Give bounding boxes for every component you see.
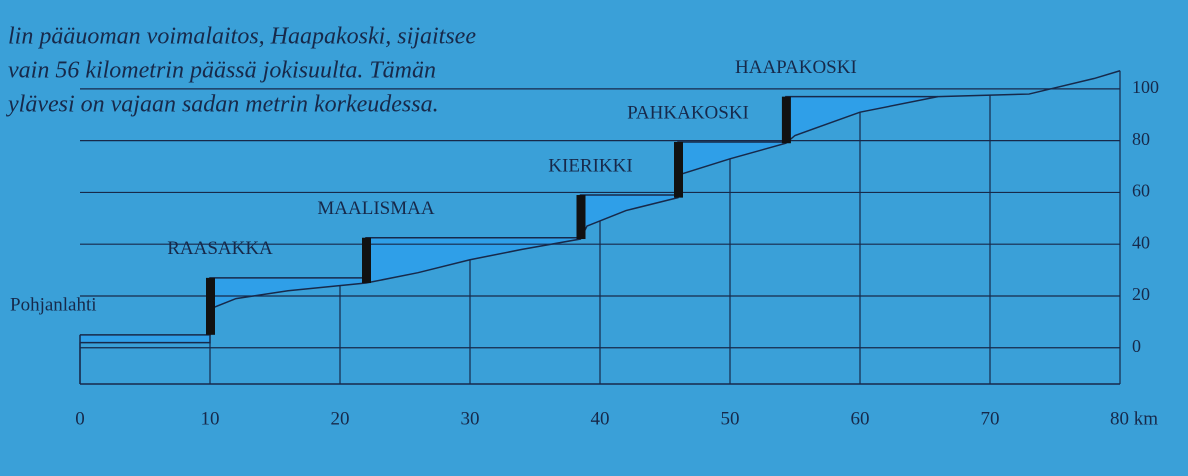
- caption-line: lin pääuoman voimalaitos, Haapakoski, si…: [8, 24, 476, 50]
- y-tick-label: 40: [1132, 232, 1150, 252]
- x-tick-label: 70: [981, 408, 1000, 429]
- x-tick-label: 20: [331, 408, 350, 429]
- x-tick-label: 80 km: [1110, 408, 1158, 429]
- x-tick-label: 40: [591, 408, 610, 429]
- dam: [362, 237, 371, 284]
- dam-label: MAALISMAA: [317, 198, 434, 219]
- riverbed-line: [80, 70, 1121, 344]
- y-tick-label: 0: [1132, 336, 1141, 356]
- dam: [781, 96, 791, 144]
- sea-label: Pohjanlahti: [10, 294, 97, 315]
- caption-line: vain 56 kilometrin päässä jokisuulta. Tä…: [8, 58, 436, 84]
- dam-label: PAHKAKOSKI: [627, 102, 749, 123]
- x-tick-label: 0: [75, 408, 85, 429]
- x-tick-label: 60: [851, 408, 870, 429]
- dam-label: HAAPAKOSKI: [735, 57, 857, 78]
- y-tick-label: 60: [1132, 181, 1150, 201]
- water-area: [80, 96, 938, 343]
- dam-label: KIERIKKI: [548, 155, 632, 176]
- x-tick-label: 30: [461, 408, 480, 429]
- x-tick-label: 10: [201, 408, 220, 429]
- y-tick-label: 100: [1132, 77, 1159, 97]
- dam-label: RAASAKKA: [167, 238, 273, 259]
- dam: [206, 277, 215, 335]
- dam: [674, 141, 683, 198]
- y-tick-label: 20: [1132, 284, 1150, 304]
- dam: [576, 195, 586, 240]
- y-tick-label: 80: [1132, 129, 1150, 149]
- caption-line: ylävesi on vajaan sadan metrin korkeudes…: [6, 92, 439, 118]
- x-tick-label: 50: [721, 408, 740, 429]
